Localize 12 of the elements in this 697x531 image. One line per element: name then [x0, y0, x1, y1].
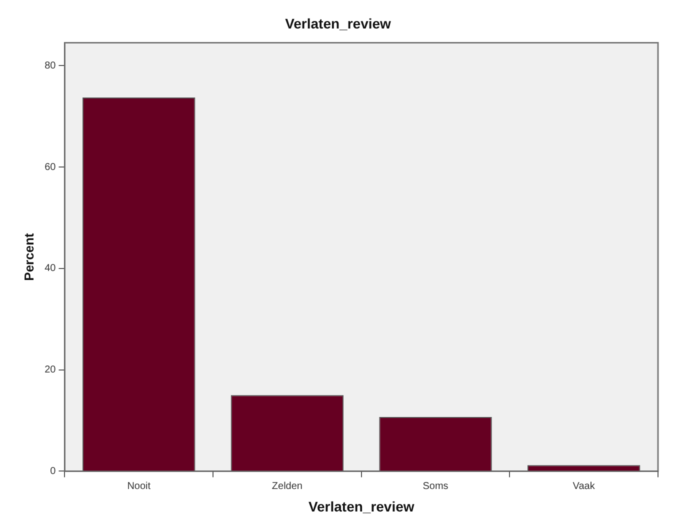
x-tick-label: Nooit: [127, 480, 151, 492]
x-tick-label: Vaak: [572, 480, 596, 492]
y-tick-label: 80: [44, 60, 56, 72]
y-axis-title: Percent: [21, 232, 36, 281]
chart-title: Verlaten_review: [285, 15, 392, 32]
y-tick-label: 60: [44, 162, 56, 173]
x-axis-title: Verlaten_review: [308, 498, 414, 514]
x-tick-label: Soms: [422, 480, 448, 492]
y-tick-label: 20: [44, 364, 56, 376]
y-tick-label: 0: [50, 466, 56, 477]
y-tick-label: 40: [44, 263, 56, 274]
x-tick-label: Zelden: [272, 480, 302, 492]
